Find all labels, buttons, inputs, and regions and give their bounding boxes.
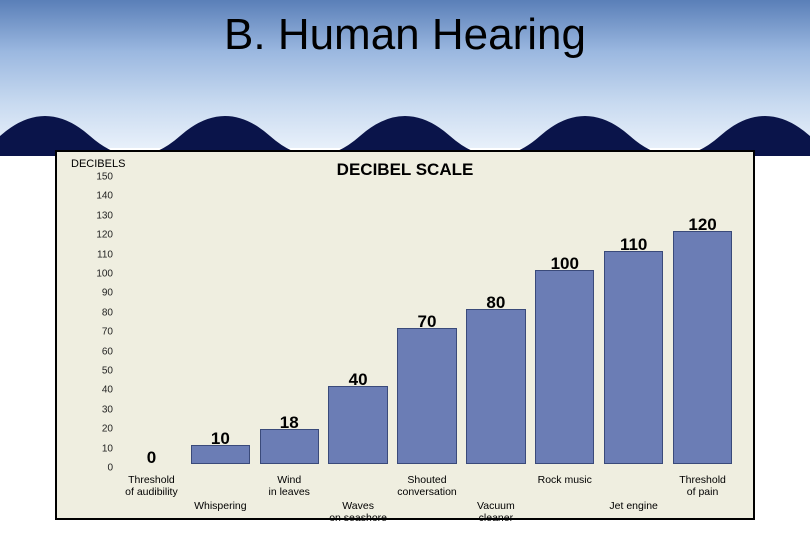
bar (260, 429, 319, 464)
y-tick: 10 (87, 443, 113, 454)
plot-area: 15014013012011010090807060504030201000Th… (117, 177, 733, 464)
y-tick: 150 (87, 172, 113, 183)
y-tick: 120 (87, 230, 113, 241)
y-tick: 100 (87, 269, 113, 280)
x-label: Rock music (538, 474, 592, 486)
x-label: Whispering (194, 500, 247, 512)
bar-value: 0 (147, 448, 156, 468)
bar-value: 10 (211, 429, 230, 449)
y-tick: 30 (87, 404, 113, 415)
y-tick: 0 (87, 463, 113, 474)
x-label: Waves on seashore (329, 500, 387, 524)
x-label: Vacuum cleaner (477, 500, 515, 524)
bar-value: 18 (280, 413, 299, 433)
x-label: Threshold of pain (679, 474, 726, 498)
y-tick: 90 (87, 288, 113, 299)
bar (673, 231, 732, 464)
slide-root: B. Human Hearing DECIBELS DECIBEL SCALE … (0, 0, 810, 540)
y-tick: 80 (87, 307, 113, 318)
bar (397, 328, 456, 464)
y-tick: 50 (87, 366, 113, 377)
bar-value: 80 (486, 293, 505, 313)
bar-value: 70 (418, 312, 437, 332)
bar-value: 40 (349, 370, 368, 390)
ocean-waves (0, 96, 810, 156)
y-tick: 20 (87, 424, 113, 435)
y-tick: 40 (87, 385, 113, 396)
x-label: Shouted conversation (397, 474, 457, 498)
chart-frame: DECIBELS DECIBEL SCALE 15014013012011010… (55, 150, 755, 520)
y-tick: 130 (87, 210, 113, 221)
bar (535, 270, 594, 464)
bar (604, 251, 663, 464)
y-tick: 60 (87, 346, 113, 357)
x-label: Wind in leaves (268, 474, 309, 498)
y-tick: 70 (87, 327, 113, 338)
y-tick: 140 (87, 191, 113, 202)
y-tick: 110 (87, 249, 113, 260)
slide-title: B. Human Hearing (0, 10, 810, 60)
bar-value: 110 (620, 235, 647, 255)
bar-value: 100 (551, 254, 579, 274)
x-label: Threshold of audibility (125, 474, 178, 498)
bar-value: 120 (688, 215, 716, 235)
bar (328, 386, 387, 464)
bar (466, 309, 525, 464)
x-label: Jet engine (609, 500, 657, 512)
